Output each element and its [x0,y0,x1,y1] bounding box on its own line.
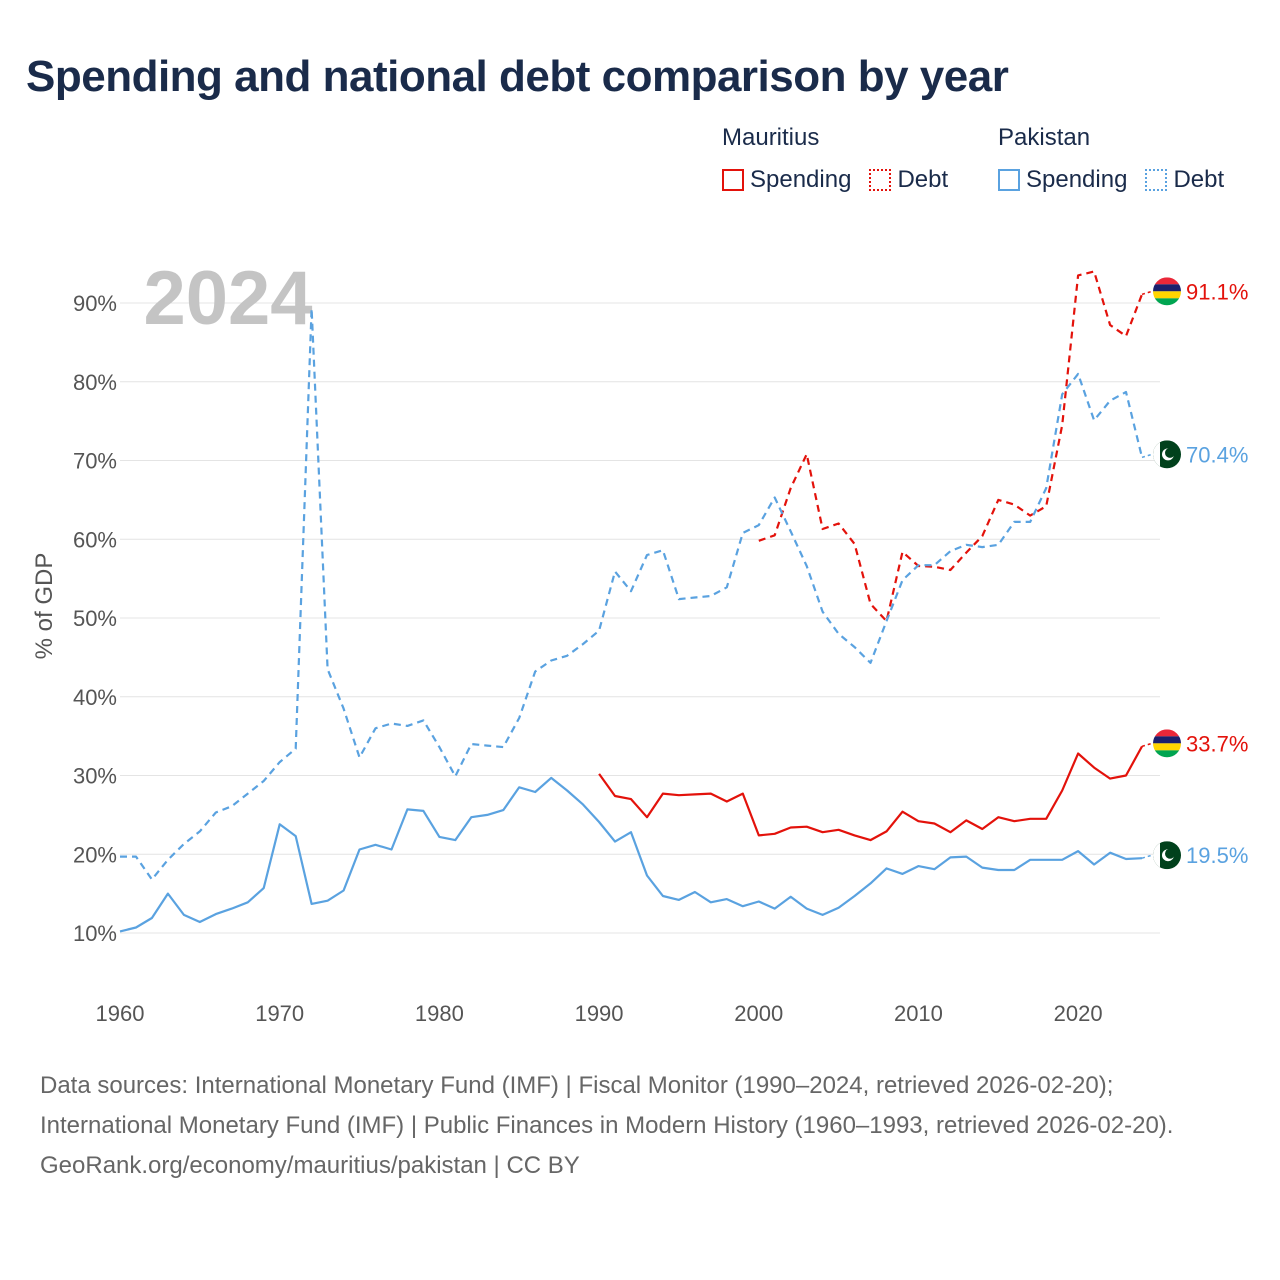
y-axis-label: % of GDP [31,553,58,660]
legend-item-pakistan-spending[interactable]: Spending [998,166,1127,194]
data-sources: Data sources: International Monetary Fun… [40,1072,1174,1139]
y-tick-label: 20% [73,842,117,867]
y-tick-label: 60% [73,527,117,552]
y-tick-label: 30% [73,764,117,789]
mauritius-flag-icon [1153,277,1181,306]
line-chart: 2024 10% 20% 30% 40% 50% 60% 70% 80% 90% 1960 1970… [31,256,1248,1026]
legend-country-pakistan: Pakistan [998,124,1091,151]
x-tick-label: 2020 [1054,1001,1103,1026]
legend-label: Spending [750,166,852,193]
series-line-mauritius-debt[interactable] [758,270,1144,623]
legend-label: Debt [897,166,949,193]
x-tick-label: 2000 [734,1001,783,1026]
legend-swatch-dotted [1145,169,1168,191]
legend-item-mauritius-spending[interactable]: Spending [722,166,851,194]
x-tick-label: 2010 [894,1001,943,1026]
end-connector [1141,742,1153,748]
x-tick-label: 1980 [415,1001,464,1026]
end-value-label: 91.1% [1186,279,1248,304]
series-line-pakistan-spending[interactable] [119,776,1143,933]
legend-label: Spending [1026,166,1128,193]
y-tick-label: 90% [73,291,117,316]
footer: Data sources: International Monetary Fun… [40,1066,1240,1186]
x-tick-label: 1990 [575,1001,624,1026]
legend-item-mauritius-debt[interactable]: Debt [869,166,948,194]
legend-country-mauritius: Mauritius [722,124,820,151]
pakistan-flag-icon [1153,841,1181,870]
chart-title: Spending and national debt comparison by… [26,52,1009,101]
legend-swatch-dotted [869,169,892,191]
series-line-pakistan-debt[interactable] [120,307,1144,881]
y-tick-label: 50% [73,606,117,631]
legend-swatch-solid [722,169,744,191]
series-line-mauritius-spending[interactable] [598,745,1143,842]
axis-ticks: 10% 20% 30% 40% 50% 60% 70% 80% 90% 1960 1970 1980 1… [73,291,1103,1026]
y-tick-label: 70% [73,449,117,474]
credit-link[interactable]: GeoRank.org/economy/mauritius/pakistan |… [40,1152,580,1179]
pakistan-flag-icon [1153,440,1181,469]
legend-swatch-solid [998,169,1020,191]
y-tick-label: 40% [73,685,117,710]
mauritius-flag-icon [1153,729,1181,758]
series-lines [119,270,1144,933]
end-value-label: 33.7% [1186,731,1248,756]
year-watermark: 2024 [143,256,312,341]
end-value-label: 19.5% [1186,843,1248,868]
x-tick-label: 1970 [255,1001,304,1026]
legend-group-pakistan: Pakistan Spending Debt [998,124,1224,194]
end-connector [1141,453,1153,459]
legend-group-mauritius: Mauritius Spending Debt [722,124,948,194]
end-connector [1141,854,1153,859]
end-connector [1141,290,1153,296]
series-end-labels: 91.1% 70.4% 33.7% 19.5% [1141,277,1248,870]
y-tick-label: 10% [73,921,117,946]
legend-label: Debt [1173,166,1225,193]
y-tick-label: 80% [73,370,117,395]
end-value-label: 70.4% [1186,442,1248,467]
gridlines [120,302,1160,934]
x-tick-label: 1960 [96,1001,145,1026]
legend-item-pakistan-debt[interactable]: Debt [1145,166,1224,194]
